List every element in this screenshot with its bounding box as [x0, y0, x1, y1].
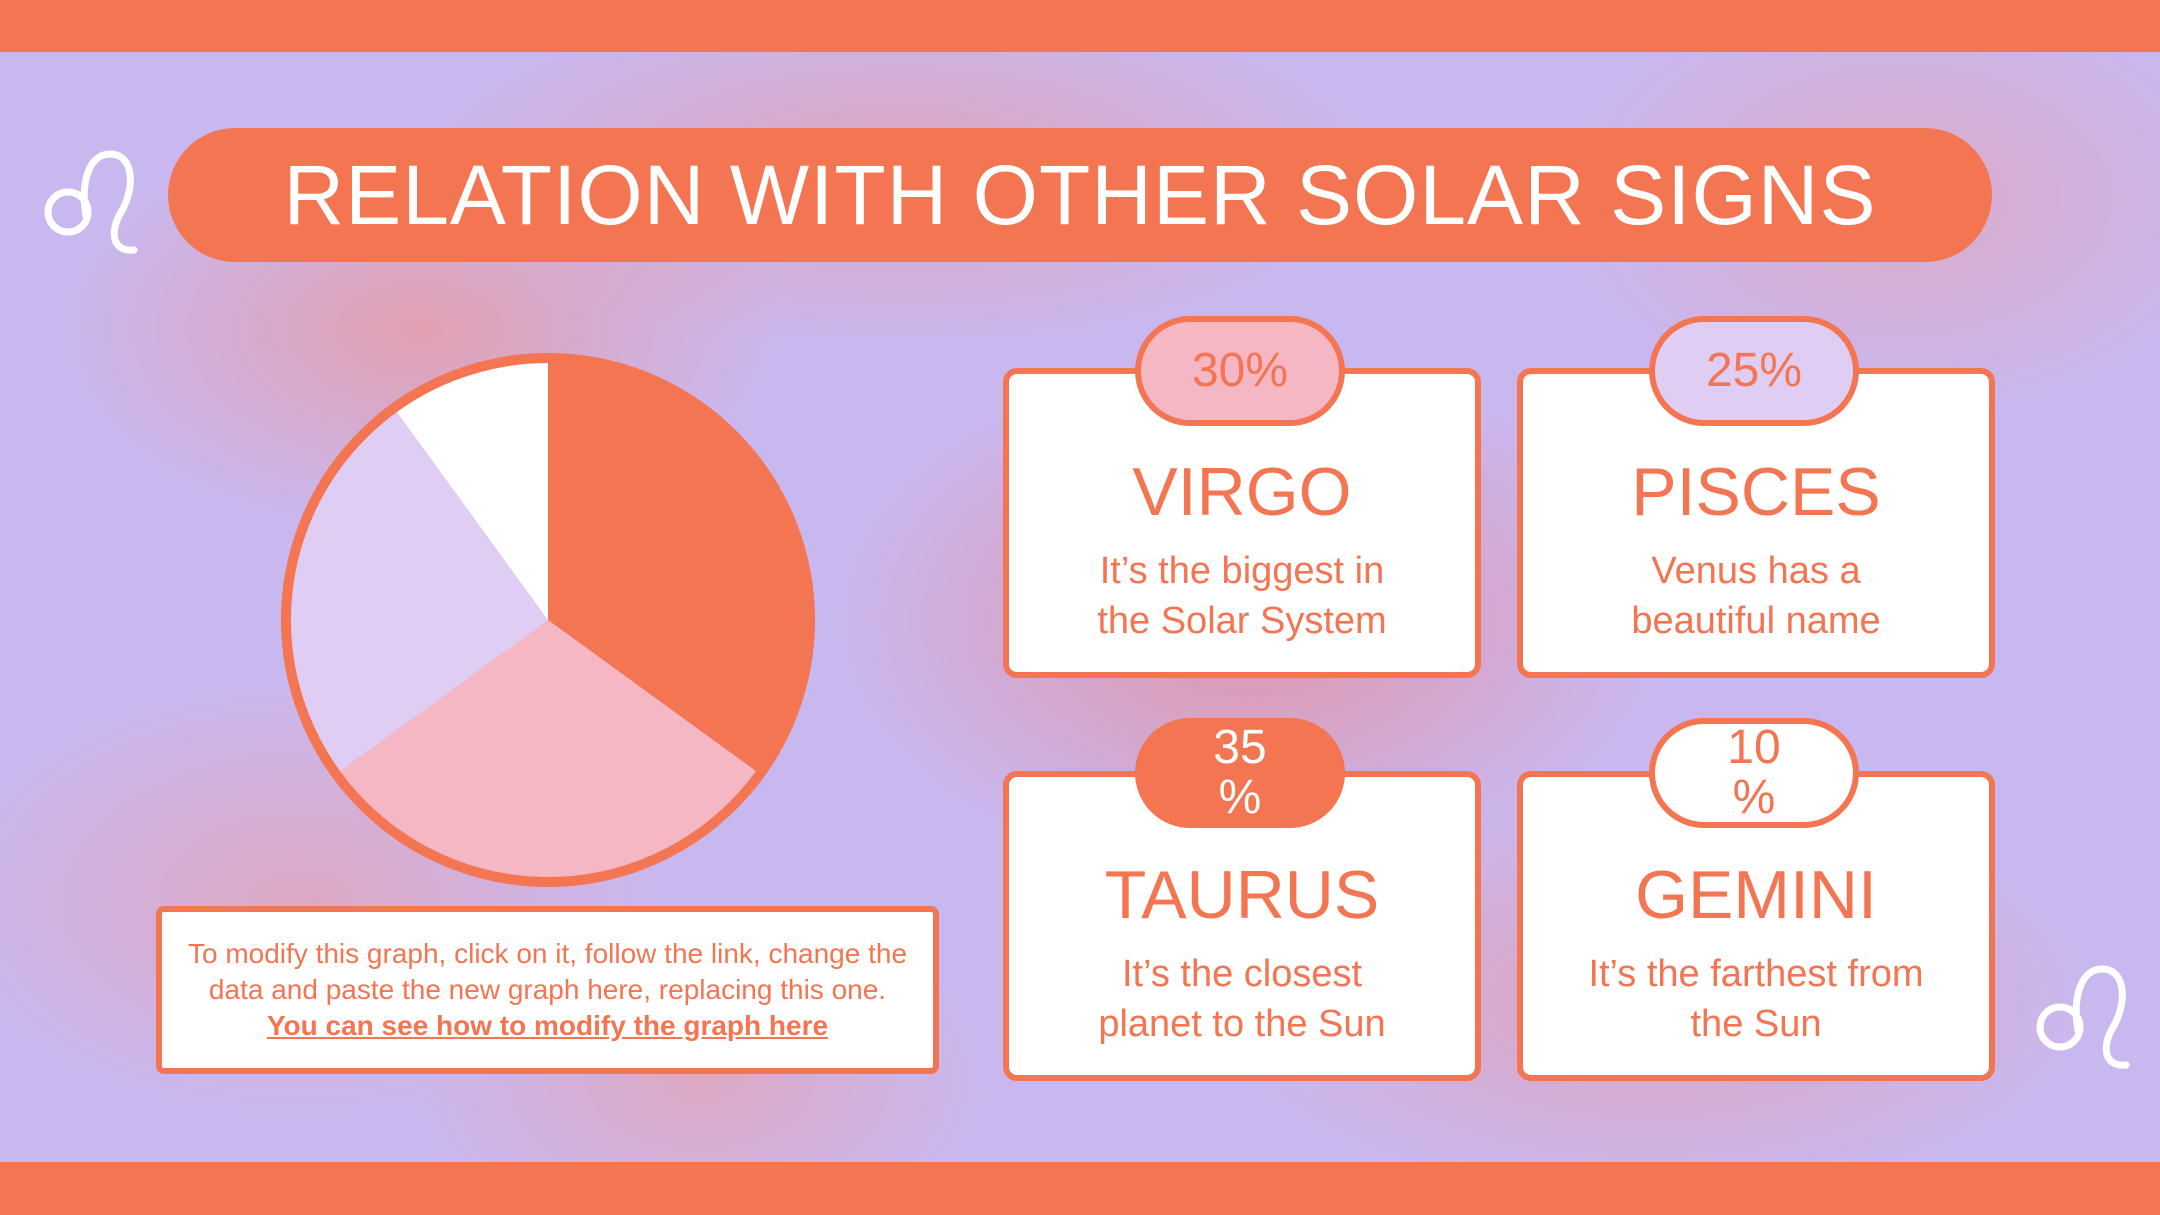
- percent-value: 25%: [1705, 344, 1803, 397]
- pie-slice[interactable]: [336, 620, 760, 882]
- percent-value: 30%: [1191, 344, 1289, 397]
- sign-description: It’s the biggest in the Solar System: [1009, 546, 1475, 646]
- bottom-band: [0, 1162, 2160, 1215]
- leo-symbol-icon: [2030, 955, 2130, 1075]
- modify-graph-note: To modify this graph, click on it, follo…: [156, 906, 939, 1074]
- desc-line: the Solar System: [1097, 600, 1387, 642]
- leo-symbol-icon: [38, 140, 138, 260]
- pie-slice[interactable]: [286, 408, 548, 774]
- sign-name: TAURUS: [1104, 857, 1380, 933]
- pie-outline: [281, 353, 815, 887]
- note-body: To modify this graph, click on it, follo…: [187, 938, 908, 1005]
- sign-description: It’s the farthest from the Sun: [1523, 949, 1989, 1049]
- page-title: RELATION WITH OTHER SOLAR SIGNS: [283, 147, 1877, 242]
- percent-value: 10 %: [1727, 721, 1781, 824]
- sign-name: VIRGO: [1132, 454, 1352, 530]
- desc-line: It’s the biggest in: [1099, 550, 1385, 592]
- percent-badge-taurus: 35 %: [1135, 718, 1345, 828]
- sign-description: It’s the closest planet to the Sun: [1009, 949, 1475, 1049]
- pie-slice[interactable]: [394, 358, 548, 620]
- percent-badge-virgo: 30%: [1135, 316, 1345, 426]
- sign-description: Venus has a beautiful name: [1523, 546, 1989, 646]
- pie-slice[interactable]: [548, 358, 810, 774]
- modify-graph-link[interactable]: You can see how to modify the graph here: [266, 1010, 829, 1041]
- title-banner: RELATION WITH OTHER SOLAR SIGNS: [168, 128, 1992, 262]
- desc-line: It’s the farthest from: [1588, 953, 1924, 995]
- sign-name: PISCES: [1631, 454, 1881, 530]
- desc-line: beautiful name: [1631, 600, 1881, 642]
- percent-value: 35 %: [1213, 721, 1267, 824]
- top-band: [0, 0, 2160, 52]
- note-text: To modify this graph, click on it, follo…: [186, 936, 909, 1044]
- desc-line: the Sun: [1690, 1003, 1822, 1045]
- desc-line: Venus has a: [1651, 550, 1861, 592]
- desc-line: planet to the Sun: [1098, 1003, 1386, 1045]
- sign-name: GEMINI: [1635, 857, 1877, 933]
- percent-badge-pisces: 25%: [1649, 316, 1859, 426]
- percent-badge-gemini: 10 %: [1649, 718, 1859, 828]
- pie-chart[interactable]: [278, 350, 818, 890]
- desc-line: It’s the closest: [1121, 953, 1363, 995]
